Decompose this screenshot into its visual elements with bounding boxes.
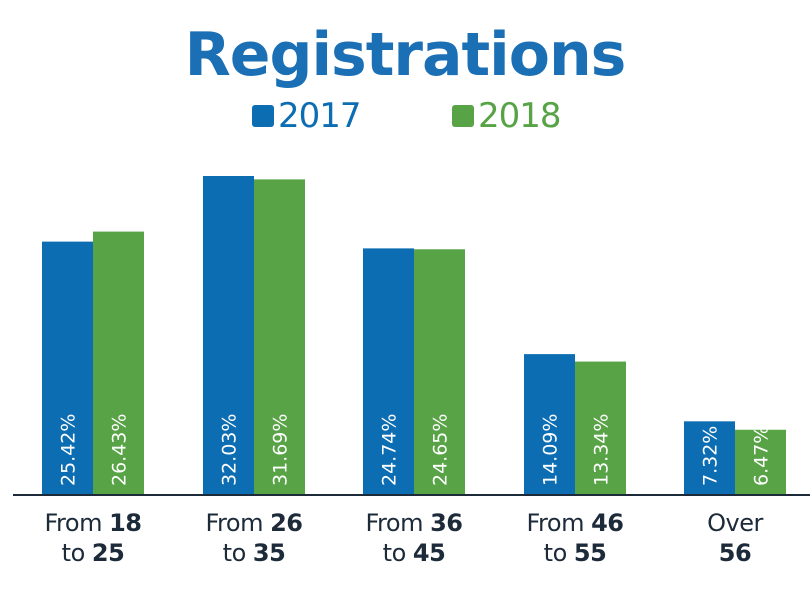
category-label-2: From 36 to 45 (365, 509, 464, 567)
bar-2017-4 (684, 421, 735, 494)
data-label-2017-1: 32.03% (219, 414, 241, 486)
legend-item-2018: 2018 (452, 96, 562, 136)
category-label-4: Over 56 (707, 509, 763, 567)
legend-swatch-2017 (252, 105, 274, 127)
legend: 2017 2018 (0, 96, 810, 146)
bar-2017-1 (203, 176, 254, 494)
bar-2018-0 (93, 231, 144, 494)
legend-label-2017: 2017 (278, 96, 362, 136)
legend-label-2018: 2018 (478, 96, 562, 136)
bar-2017-2 (363, 248, 414, 494)
data-label-2018-3: 13.34% (591, 414, 613, 486)
data-label-2018-4: 6.47% (751, 426, 773, 486)
legend-item-2017: 2017 (252, 96, 362, 136)
data-label-2018-1: 31.69% (270, 414, 292, 486)
data-label-2018-0: 26.43% (109, 414, 131, 486)
data-label-2017-0: 25.42% (58, 414, 80, 486)
data-label-2017-3: 14.09% (540, 414, 562, 486)
chart-title: Registrations (184, 20, 627, 90)
category-label-0: From 18 to 25 (44, 509, 143, 567)
bar-2017-0 (42, 241, 93, 494)
category-label-1: From 26 to 35 (205, 509, 304, 567)
bar-2018-3 (575, 361, 626, 494)
bar-2017-3 (524, 354, 575, 494)
bar-2018-2 (414, 249, 465, 494)
legend-swatch-2018 (452, 105, 474, 127)
data-label-2017-2: 24.74% (379, 414, 401, 486)
data-label-2018-2: 24.65% (430, 414, 452, 486)
bar-2018-1 (254, 179, 305, 494)
data-label-2017-4: 7.32% (700, 426, 722, 486)
category-label-3: From 46 to 55 (526, 509, 625, 567)
bar-2018-4 (735, 429, 786, 494)
